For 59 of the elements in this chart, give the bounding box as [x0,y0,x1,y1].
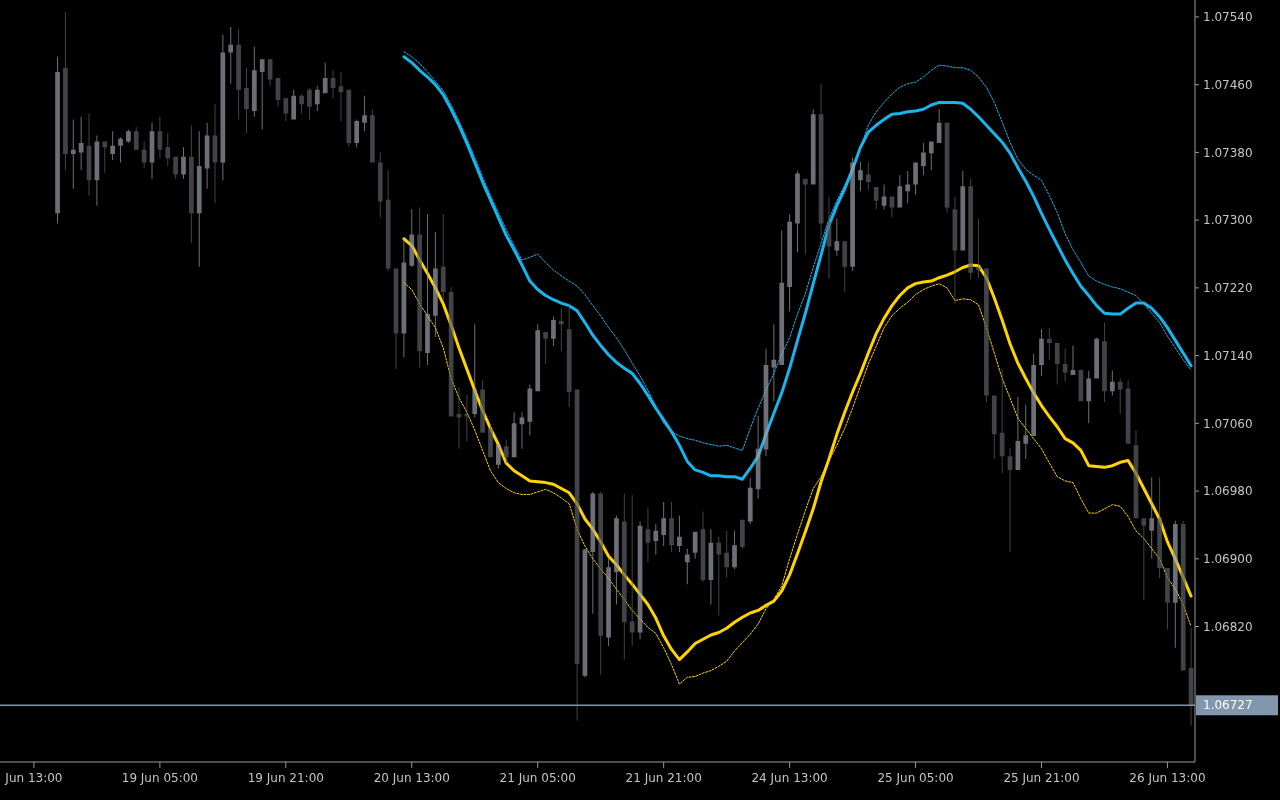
x-tick-label: 25 Jun 05:00 [877,771,954,785]
candlestick [653,524,659,555]
x-tick-label: 24 Jun 13:00 [751,771,828,785]
candlestick [1023,404,1029,459]
x-tick-label: 20 Jun 13:00 [373,771,450,785]
x-tick-label: 19 Jun 05:00 [121,771,198,785]
candlestick [78,116,84,171]
candlestick [543,331,548,365]
y-tick-label: 1.06820 [1203,619,1253,634]
x-tick-label: 19 Jun 21:00 [247,771,324,785]
candlestick [928,141,934,171]
candlestick [425,214,430,365]
candlestick [362,95,367,132]
y-tick-label: 1.06980 [1203,484,1253,499]
candlestick [456,386,462,449]
candlestick [976,219,981,278]
candlestick [865,161,871,190]
candlestick [873,187,879,210]
ref-line-label: 1.06727 [1203,698,1253,713]
candlestick [661,502,667,547]
candlestick [1047,327,1052,360]
candlestick [433,231,438,337]
candlestick [677,515,682,553]
candlestick [102,141,108,173]
candlestick [834,218,840,256]
candlestick [244,67,249,133]
x-tick-label: 25 Jun 21:00 [1003,771,1080,785]
candlestick [259,59,265,130]
candlestick [165,132,171,166]
candlestick [1086,370,1092,424]
candlestick [440,214,446,301]
candlestick [558,308,564,352]
candlestick [141,141,147,169]
candlestick [118,137,123,163]
x-tick-label: 21 Jun 21:00 [625,771,702,785]
y-tick-label: 1.06900 [1203,552,1253,566]
x-tick-label: 21 Jun 05:00 [499,771,576,785]
candlestick [921,143,926,176]
y-tick-label: 1.07300 [1203,213,1253,228]
candlestick [1149,477,1155,559]
candlestick [802,178,808,254]
y-tick-label: 1.07380 [1203,145,1253,160]
y-tick-label: 1.07140 [1203,348,1253,363]
y-tick-label: 1.07460 [1203,77,1253,92]
x-tick-label: 26 Jun 13:00 [1129,771,1206,785]
y-tick-label: 1.07220 [1203,281,1253,296]
candlestick [842,241,848,293]
y-tick-label: 1.07060 [1203,416,1253,431]
candlestick [716,536,722,616]
y-tick-label: 1.07540 [1203,10,1253,25]
x-tick-label: Jun 13:00 [4,771,63,785]
candlestick [472,324,478,418]
candlestick [70,119,76,189]
candlestick [1141,518,1147,601]
candlestick [999,369,1005,474]
candlestick [464,394,470,442]
candlestick [228,27,234,84]
candlestick [629,495,635,647]
candlestick [196,131,202,267]
